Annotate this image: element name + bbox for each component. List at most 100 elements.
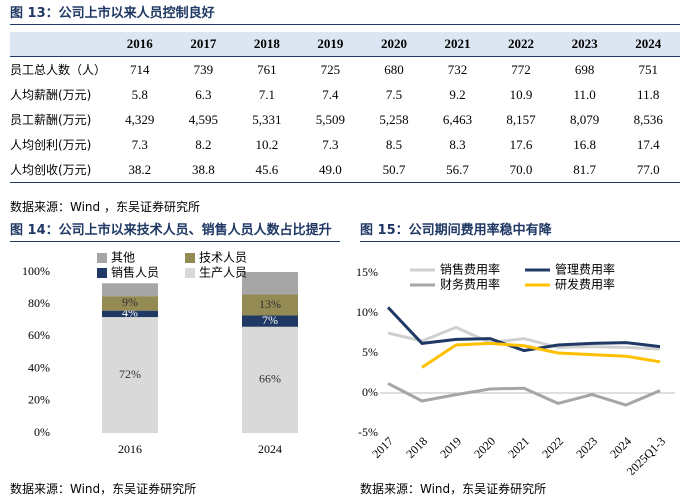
cell: 714 xyxy=(130,61,150,77)
x-tick-label: 2016 xyxy=(118,442,142,456)
value-label: 13% xyxy=(259,297,281,311)
column-header: 2017 xyxy=(171,32,236,57)
y-tick-label: 0% xyxy=(34,425,50,439)
x-tick-label: 2024 xyxy=(607,434,634,461)
header-row: 2016 2017 2018 2019 2020 2021 2022 2023 2024 xyxy=(10,32,680,57)
bar-segment xyxy=(102,296,158,311)
x-tick-label: 2019 xyxy=(437,434,464,461)
cell: 7.3 xyxy=(131,136,148,152)
cell: 8,536 xyxy=(633,111,663,127)
cell: 11.8 xyxy=(637,86,660,102)
line-series xyxy=(387,325,661,351)
legend-swatch xyxy=(97,268,107,278)
line-series xyxy=(421,341,661,369)
cell: 725 xyxy=(320,61,341,77)
row-label: 员工总人数（人） xyxy=(10,63,107,77)
cell: 45.6 xyxy=(235,157,299,183)
cell: 38.2 xyxy=(108,157,172,183)
line-chart: -5%0%5%10%15%2017 2018 2019 2020 2021 2022 202… xyxy=(356,262,675,475)
chart-title: 图 14：公司上市以来技术人员、销售人员人数占比提升 xyxy=(10,221,340,242)
cell: 9.2 xyxy=(449,86,466,102)
cell: 680 xyxy=(384,61,404,77)
bar-segment xyxy=(242,272,298,295)
cell: 4,595 xyxy=(188,111,218,127)
cell: 8.2 xyxy=(195,136,212,152)
y-tick-label: 80% xyxy=(28,296,50,310)
corner xyxy=(10,32,108,57)
row-label: 人均薪酬(万元) xyxy=(10,88,92,102)
cell: 6.3 xyxy=(195,86,212,102)
x-tick-label: 2020 xyxy=(471,434,498,461)
table-row: 人均创利(万元) 7.3 8.2 10.2 7.3 8.5 8.3 17.6 16.8 17.4 xyxy=(10,132,680,157)
cell: 7.3 xyxy=(322,136,339,152)
chart-title: 图 15：公司期间费用率稳中有降 xyxy=(360,221,680,242)
column-header: 2022 xyxy=(489,32,553,57)
cell: 6,463 xyxy=(442,111,473,127)
value-label: 72% xyxy=(119,367,141,381)
y-tick-label: 100% xyxy=(22,264,50,278)
legend-label: 销售人员 xyxy=(111,265,159,280)
cell: 11.0 xyxy=(573,86,596,102)
y-tick-label: 15% xyxy=(356,265,378,279)
column-header: 2019 xyxy=(298,32,363,57)
legend-label: 销售费用率 xyxy=(440,262,500,277)
y-tick-label: 20% xyxy=(28,393,50,407)
cell: 81.7 xyxy=(552,157,617,183)
cell: 772 xyxy=(511,61,531,77)
column-header: 2024 xyxy=(616,32,680,57)
cell: 10.9 xyxy=(509,86,533,102)
table-row: 人均创收(万元) 38.2 38.8 45.6 49.0 50.7 56.7 70.0 81.7… xyxy=(10,157,680,183)
cell: 50.7 xyxy=(362,157,426,183)
bar-chart: 0%20%40%60%80%100%201672%4%9%202466%7%13… xyxy=(22,251,298,456)
chart-source: 数据来源：Wind，东吴证券研究所 xyxy=(10,482,197,496)
x-tick-label: 2023 xyxy=(573,434,600,461)
data-table: 2016 2017 2018 2019 2020 2021 2022 2023 2024 员工总人… xyxy=(10,32,680,183)
cell: 739 xyxy=(193,61,214,77)
bar-segment xyxy=(242,326,298,433)
legend-label: 研发费用率 xyxy=(555,277,615,292)
x-tick-label: 2024 xyxy=(258,442,282,456)
cell: 8,079 xyxy=(569,111,600,127)
cell: 7.4 xyxy=(322,86,339,102)
x-tick-label: 2018 xyxy=(403,434,430,461)
x-tick-label: 2021 xyxy=(505,434,532,461)
table-source: 数据来源：Wind ，东吴证券研究所 xyxy=(10,200,200,214)
chart-source: 数据来源：Wind，东吴证券研究所 xyxy=(360,482,547,496)
legend-swatch xyxy=(185,268,195,278)
cell: 56.7 xyxy=(425,157,490,183)
table-row: 员工薪酬(万元) 4,329 4,595 5,331 5,509 5,258 6,463 8,… xyxy=(10,107,680,132)
cell: 49.0 xyxy=(298,157,363,183)
legend-swatch xyxy=(97,253,107,263)
column-header: 2018 xyxy=(235,32,299,57)
cell: 751 xyxy=(638,61,658,77)
legend-label: 其他 xyxy=(111,251,135,265)
cell: 7.1 xyxy=(258,86,275,102)
cell: 732 xyxy=(447,61,468,77)
cell: 70.0 xyxy=(489,157,553,183)
cell: 5,258 xyxy=(379,111,409,127)
bar-segment xyxy=(102,283,158,297)
line-series xyxy=(387,382,661,407)
x-tick-label: 2025Q1-3 xyxy=(624,434,668,475)
table-row: 人均薪酬(万元) 5.8 6.3 7.1 7.4 7.5 9.2 10.9 11.0 11.8 xyxy=(10,82,680,107)
column-header: 2020 xyxy=(362,32,426,57)
y-tick-label: 0% xyxy=(362,385,378,399)
cell: 17.4 xyxy=(636,136,660,152)
cell: 10.2 xyxy=(255,136,279,152)
row-label: 人均创利(万元) xyxy=(10,138,92,152)
cell: 16.8 xyxy=(573,136,596,152)
legend-label: 管理费用率 xyxy=(555,262,615,277)
y-tick-label: 10% xyxy=(356,305,378,319)
x-tick-label: 2022 xyxy=(539,434,566,461)
y-tick-label: 5% xyxy=(362,345,378,359)
legend-label: 财务费用率 xyxy=(440,277,500,292)
cell: 8,157 xyxy=(506,111,536,127)
legend-label: 技术人员 xyxy=(199,251,247,265)
cell: 17.6 xyxy=(509,136,533,152)
bar-segment xyxy=(102,317,158,433)
cell: 698 xyxy=(574,61,595,77)
bar-segment xyxy=(242,294,298,316)
cell: 7.5 xyxy=(385,86,403,102)
line-series xyxy=(386,306,661,353)
